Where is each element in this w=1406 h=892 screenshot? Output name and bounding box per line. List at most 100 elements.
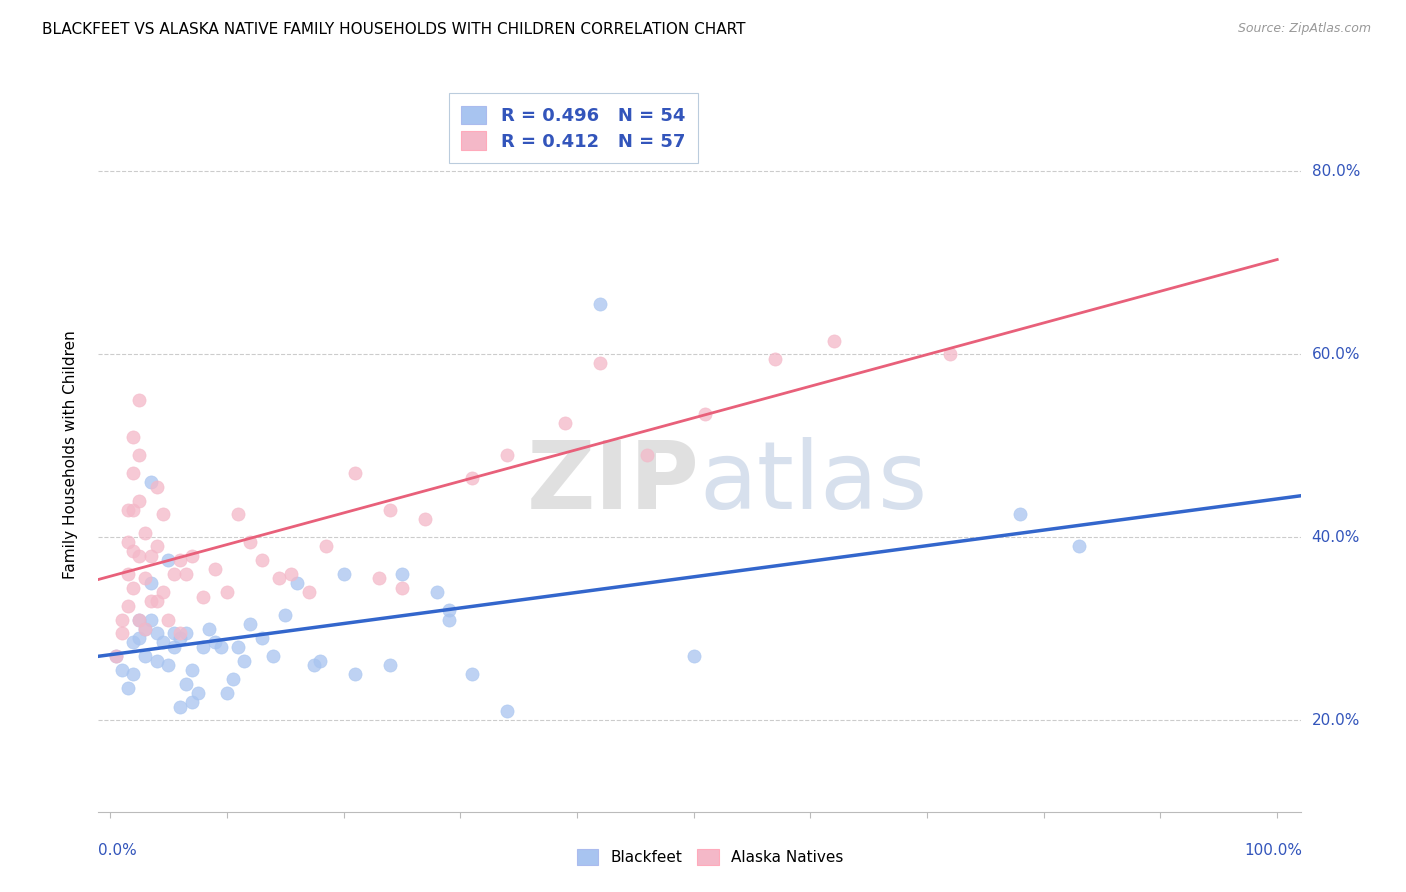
Point [134,649,156,664]
Point [437,613,460,627]
Point [128,631,150,645]
Point [174,566,197,581]
Point [233,654,256,668]
Point [122,635,145,649]
Point [263,649,285,664]
Point [157,658,180,673]
Point [426,585,449,599]
Point [344,467,367,481]
Point [193,640,215,654]
Point [304,658,326,673]
Point [157,553,180,567]
Point [104,649,127,664]
Point [332,566,354,581]
Point [939,347,962,361]
Text: atlas: atlas [699,437,928,530]
Point [146,480,169,494]
Point [215,686,238,700]
Point [122,667,145,681]
Point [128,448,150,462]
Point [122,581,145,595]
Point [139,576,162,591]
Point [228,508,250,522]
Point [128,549,150,563]
Point [228,640,250,654]
Point [128,493,150,508]
Point [122,544,145,558]
Point [344,667,367,681]
Point [315,540,337,554]
Point [589,356,612,370]
Point [1010,508,1032,522]
Point [221,672,243,686]
Point [695,407,717,421]
Point [239,534,262,549]
Point [157,613,180,627]
Point [152,508,174,522]
Point [209,640,232,654]
Point [111,613,134,627]
Point [1067,540,1090,554]
Text: ZIP: ZIP [527,437,699,530]
Point [146,594,169,608]
Text: 40.0%: 40.0% [1312,530,1360,545]
Point [122,467,145,481]
Point [285,576,308,591]
Point [204,562,226,576]
Point [215,585,238,599]
Point [134,622,156,636]
Point [174,676,197,690]
Point [496,704,519,718]
Point [554,416,576,430]
Point [139,613,162,627]
Point [187,686,209,700]
Point [461,471,484,485]
Point [152,585,174,599]
Text: 60.0%: 60.0% [1312,347,1360,362]
Text: 80.0%: 80.0% [1312,164,1360,178]
Point [163,626,186,640]
Point [104,649,127,664]
Point [413,512,436,526]
Point [297,585,319,599]
Point [146,626,169,640]
Point [274,607,297,622]
Point [163,566,186,581]
Point [269,571,291,585]
Point [180,663,202,677]
Point [169,553,191,567]
Point [391,581,413,595]
Point [134,622,156,636]
Point [180,549,202,563]
Point [117,681,139,696]
Y-axis label: Family Households with Children: Family Households with Children [63,331,77,579]
Point [367,571,389,585]
Point [117,566,139,581]
Point [682,649,704,664]
Point [163,640,186,654]
Point [250,553,273,567]
Point [146,654,169,668]
Point [128,613,150,627]
Point [280,566,302,581]
Point [250,631,273,645]
Point [174,626,197,640]
Point [204,635,226,649]
Point [823,334,845,348]
Point [380,658,402,673]
Legend: R = 0.496   N = 54, R = 0.412   N = 57: R = 0.496 N = 54, R = 0.412 N = 57 [449,93,697,163]
Point [169,631,191,645]
Point [180,695,202,709]
Point [636,448,658,462]
Point [496,448,519,462]
Point [461,667,484,681]
Point [117,503,139,517]
Point [139,475,162,490]
Point [239,617,262,632]
Text: BLACKFEET VS ALASKA NATIVE FAMILY HOUSEHOLDS WITH CHILDREN CORRELATION CHART: BLACKFEET VS ALASKA NATIVE FAMILY HOUSEH… [42,22,745,37]
Point [111,626,134,640]
Point [139,549,162,563]
Text: 100.0%: 100.0% [1244,843,1302,858]
Point [128,392,150,407]
Legend: Blackfeet, Alaska Natives: Blackfeet, Alaska Natives [571,843,849,871]
